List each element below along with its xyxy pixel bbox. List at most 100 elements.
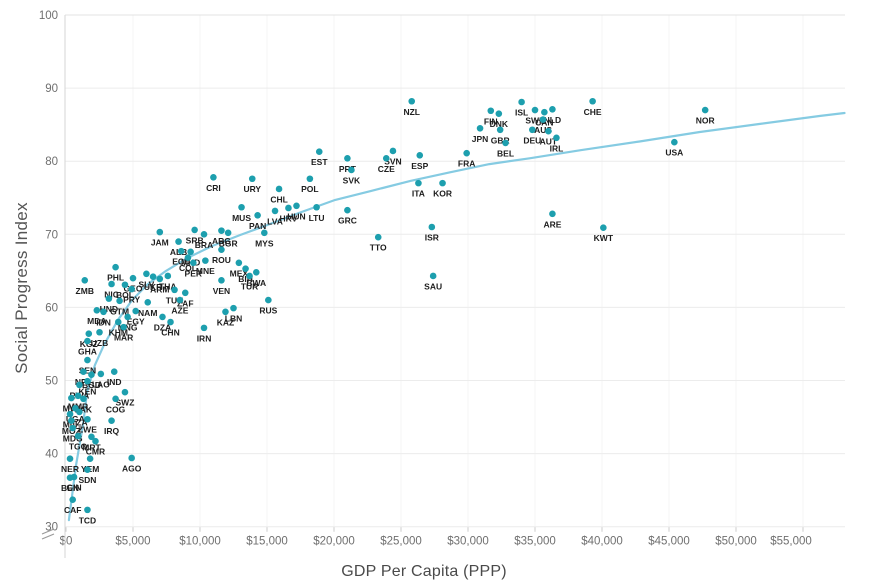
data-point-NIC[interactable]	[108, 280, 115, 288]
data-point-ISL[interactable]	[518, 98, 525, 106]
data-point-KOR[interactable]	[439, 179, 446, 187]
data-point-SVK[interactable]	[348, 166, 355, 174]
data-point-JPN[interactable]	[476, 125, 484, 132]
data-point-DEU[interactable]	[529, 126, 536, 134]
data-point-SAU[interactable]	[429, 272, 437, 280]
data-point-HND[interactable]	[105, 295, 113, 302]
data-point-KHM[interactable]	[114, 318, 122, 326]
data-point-ZMB[interactable]	[81, 277, 89, 284]
data-point-TTO[interactable]	[374, 233, 382, 241]
data-point-GEO[interactable]	[129, 274, 137, 282]
data-point-DZA[interactable]	[159, 313, 166, 321]
data-point-TUR[interactable]	[246, 272, 253, 280]
data-point-ALB[interactable]	[175, 238, 182, 245]
data-point-URY[interactable]	[248, 175, 256, 183]
data-point-PAN[interactable]	[254, 211, 261, 219]
data-point-IRL[interactable]	[553, 134, 560, 142]
data-point-EST[interactable]	[315, 148, 323, 155]
data-point-BIH[interactable]	[242, 265, 249, 272]
data-point-IRN[interactable]	[200, 324, 208, 332]
data-point-LBN[interactable]	[230, 304, 237, 312]
data-point-BEL[interactable]	[502, 139, 509, 147]
data-point-MEX[interactable]	[235, 259, 243, 267]
data-point-YEM[interactable]	[86, 455, 94, 463]
data-point-MAR[interactable]	[120, 323, 127, 331]
data-point-TCD[interactable]	[84, 506, 91, 514]
data-point-CHE[interactable]	[589, 97, 596, 105]
data-point-CMR[interactable]	[92, 437, 99, 445]
data-point-UKR[interactable]	[149, 273, 157, 280]
data-point-LTU[interactable]	[313, 203, 320, 211]
data-point-RUS[interactable]	[265, 296, 272, 304]
data-point-SRB[interactable]	[191, 226, 198, 234]
data-point-KAZ[interactable]	[222, 308, 229, 316]
data-point-UZB[interactable]	[96, 328, 103, 336]
data-point-KEN[interactable]	[84, 377, 91, 385]
data-point-MDG[interactable]	[69, 424, 76, 432]
data-point-IND[interactable]	[110, 368, 118, 376]
data-point-GTM[interactable]	[116, 297, 123, 305]
data-point-CAN[interactable]	[541, 108, 548, 116]
data-point-GIN[interactable]	[70, 473, 78, 481]
data-point-NZL[interactable]	[408, 97, 416, 105]
data-point-USA[interactable]	[671, 138, 678, 146]
data-point-NAM[interactable]	[144, 298, 152, 306]
data-point-RWA[interactable]	[76, 381, 83, 389]
data-point-NER[interactable]	[66, 455, 74, 463]
data-point-PHL[interactable]	[112, 263, 119, 271]
data-point-BGD[interactable]	[88, 371, 95, 378]
data-point-ZWE[interactable]	[84, 415, 91, 423]
data-point-SLV[interactable]	[143, 270, 150, 278]
data-point-DNK[interactable]	[495, 110, 503, 117]
data-point-BGR[interactable]	[224, 229, 232, 237]
data-point-MNE[interactable]	[202, 257, 209, 264]
data-point-HRV[interactable]	[285, 204, 292, 212]
data-point-GHA[interactable]	[84, 337, 91, 345]
data-point-MKD[interactable]	[187, 248, 194, 256]
data-point-SDN[interactable]	[84, 466, 91, 473]
data-point-PER[interactable]	[190, 259, 197, 267]
data-point-AUS[interactable]	[539, 116, 547, 123]
data-point-THA[interactable]	[164, 272, 172, 280]
data-point-CHN[interactable]	[167, 318, 174, 326]
data-point-MYS[interactable]	[261, 229, 268, 237]
data-point-TUN[interactable]	[171, 286, 178, 294]
data-point-AUT[interactable]	[545, 127, 552, 135]
data-point-ROU[interactable]	[218, 246, 225, 253]
data-point-ECU[interactable]	[177, 247, 185, 255]
data-point-NOR[interactable]	[701, 106, 709, 114]
data-point-JAM[interactable]	[156, 228, 164, 236]
data-point-NPL[interactable]	[80, 368, 87, 376]
data-point-GRC[interactable]	[344, 206, 351, 214]
data-point-KGZ[interactable]	[85, 330, 93, 338]
data-point-LVA[interactable]	[271, 207, 279, 215]
data-point-MNG[interactable]	[124, 313, 131, 321]
data-point-COL[interactable]	[184, 254, 192, 261]
data-point-SWZ[interactable]	[121, 388, 129, 396]
data-point-AZE[interactable]	[176, 296, 184, 304]
data-point-CAF[interactable]	[69, 496, 76, 503]
data-point-MOZ[interactable]	[68, 417, 75, 425]
data-point-IRQ[interactable]	[108, 417, 115, 425]
data-point-MMR[interactable]	[74, 392, 82, 400]
data-point-PAK[interactable]	[80, 395, 87, 403]
data-point-ESP[interactable]	[416, 152, 424, 159]
data-point-MWI[interactable]	[68, 394, 75, 402]
data-point-MRT[interactable]	[88, 433, 95, 441]
data-point-COG[interactable]	[112, 395, 119, 403]
data-point-BWA[interactable]	[252, 269, 260, 276]
data-point-BRA[interactable]	[200, 231, 208, 238]
data-point-ARM[interactable]	[156, 275, 164, 283]
data-point-ITA[interactable]	[415, 179, 422, 187]
data-point-CRI[interactable]	[210, 173, 217, 181]
data-point-ARG[interactable]	[218, 227, 225, 234]
data-point-VEN[interactable]	[218, 277, 225, 284]
data-point-BOL[interactable]	[121, 281, 129, 289]
data-point-ARE[interactable]	[549, 210, 556, 218]
data-point-CZE[interactable]	[382, 154, 390, 162]
data-point-MDA[interactable]	[93, 307, 101, 314]
data-point-ISR[interactable]	[428, 223, 436, 231]
data-point-AGO[interactable]	[128, 454, 135, 462]
data-point-TZA[interactable]	[76, 408, 83, 416]
data-point-HUN[interactable]	[293, 202, 300, 210]
